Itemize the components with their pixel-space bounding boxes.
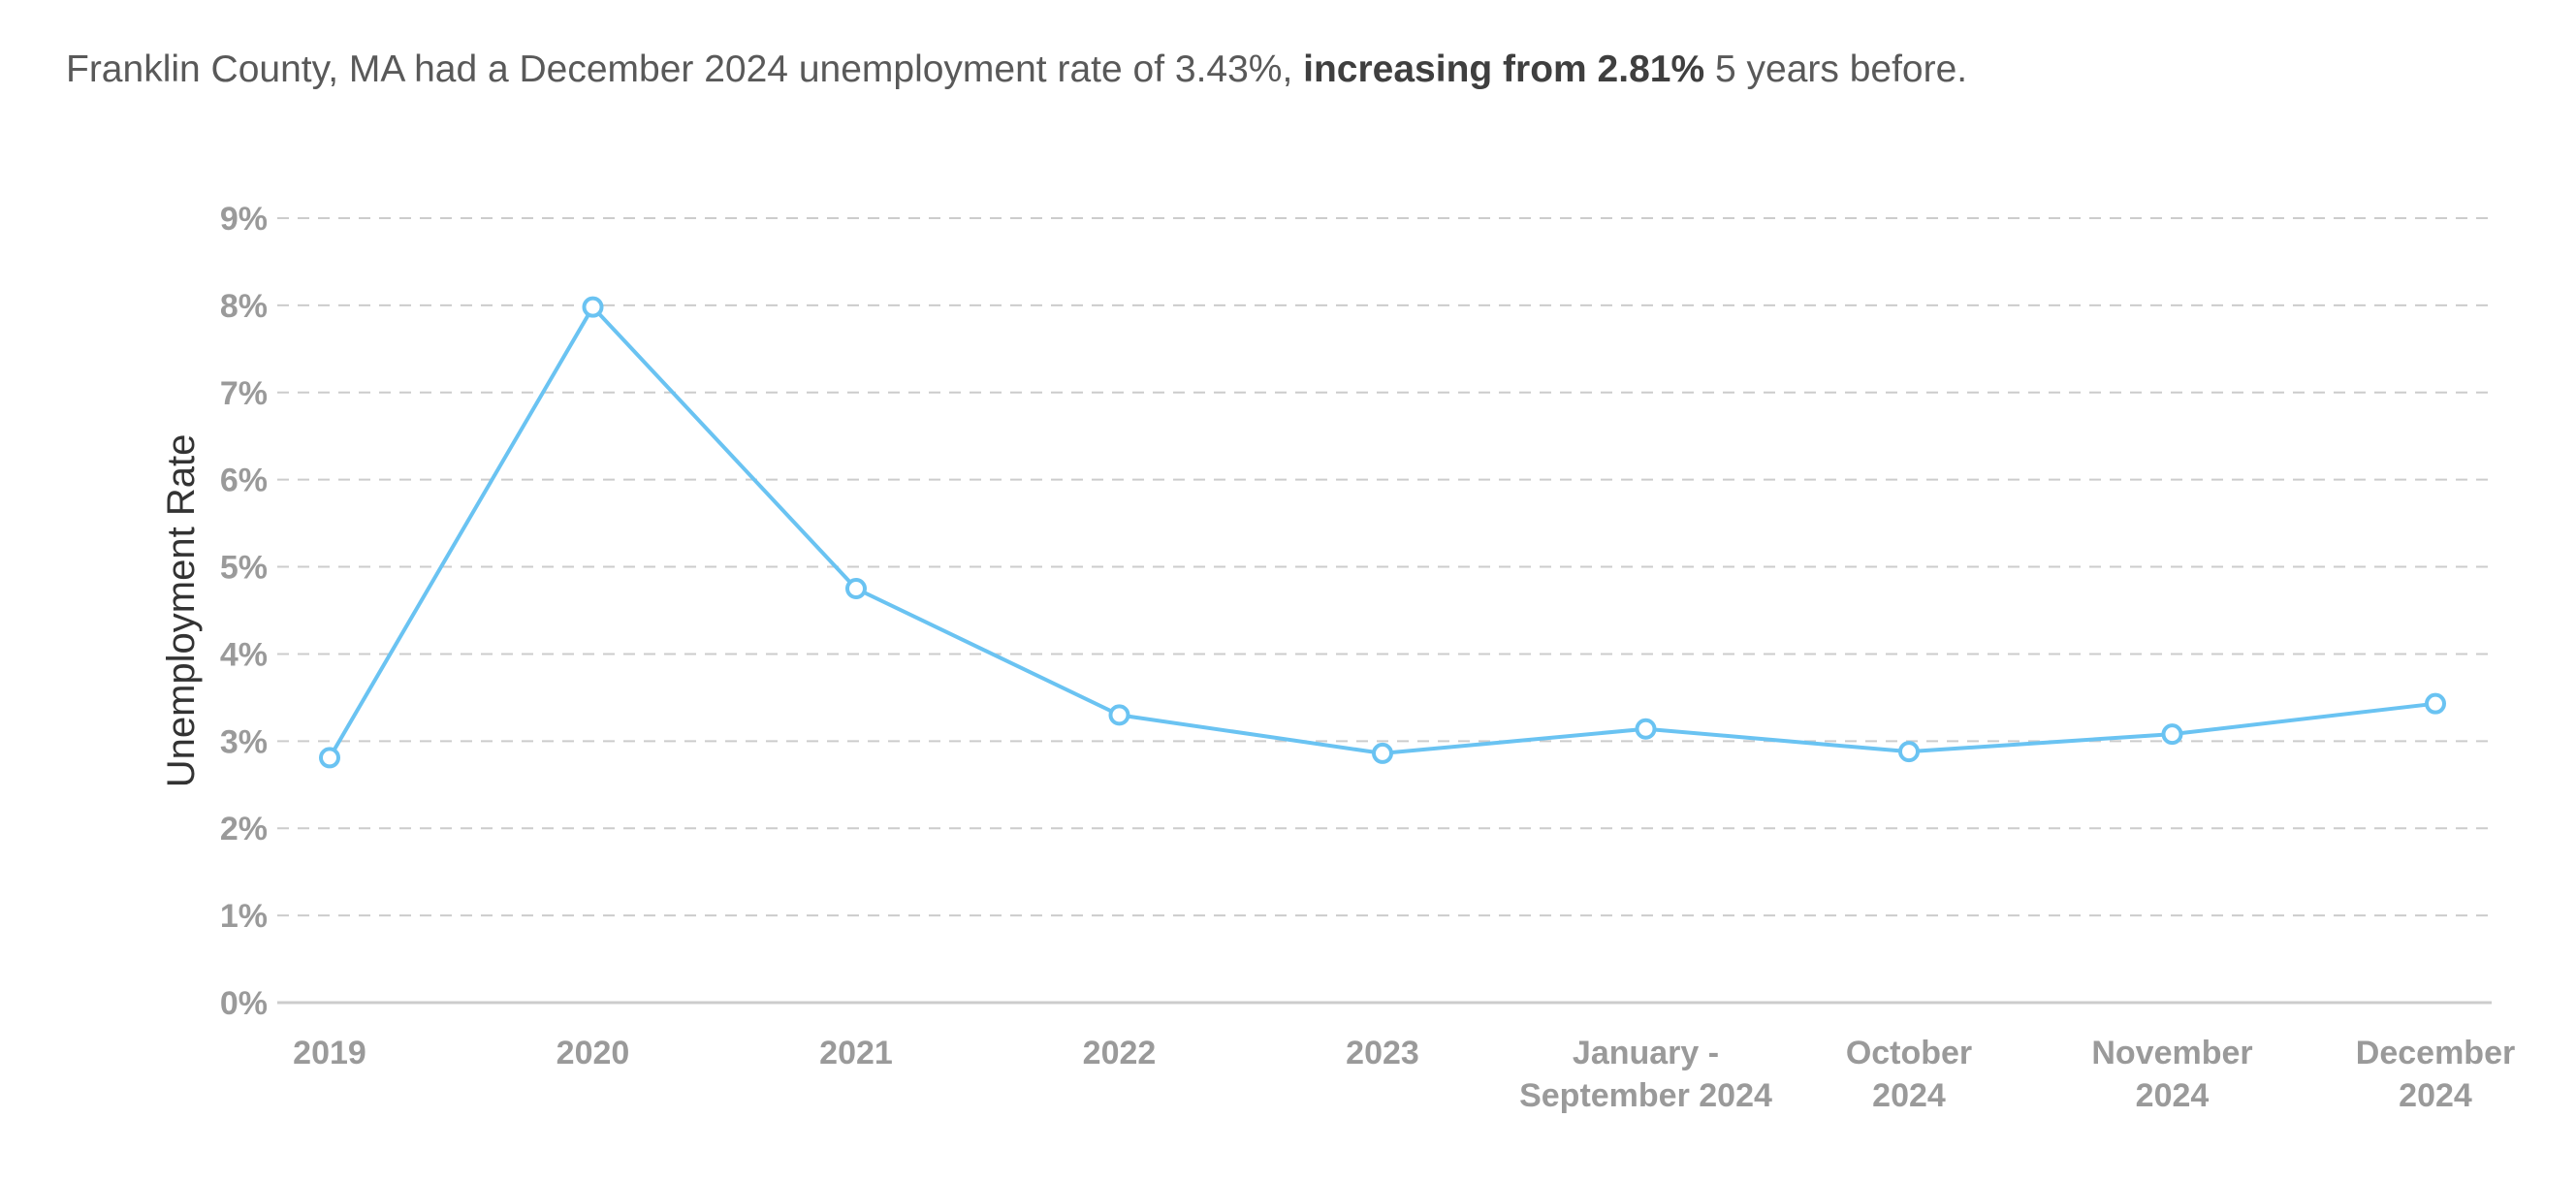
y-axis-ticks: 0% 1% 2% 3% 4% 5% 6% 7% 8% 9% xyxy=(220,201,268,1022)
x-tick-label: 2023 xyxy=(1346,1035,1419,1071)
data-point[interactable] xyxy=(2425,692,2446,715)
y-tick-label: 5% xyxy=(220,550,268,587)
grid-lines xyxy=(277,217,2492,1005)
y-tick-label: 0% xyxy=(220,985,268,1022)
x-tick-label: 2019 xyxy=(293,1035,366,1071)
y-axis-title: Unemployment Rate xyxy=(160,434,203,788)
summary-text-start: Franklin County, MA had a December 2024 … xyxy=(66,48,1304,90)
y-tick-label: 8% xyxy=(220,288,268,325)
data-point[interactable] xyxy=(1635,718,1657,740)
series-unemployment-rate xyxy=(319,296,2446,769)
x-axis-ticks: 2019 2020 2021 2022 2023 January -September 2… xyxy=(293,1035,2515,1114)
data-point[interactable] xyxy=(845,578,867,600)
y-tick-label: 2% xyxy=(220,811,268,847)
data-point[interactable] xyxy=(319,747,340,769)
x-tick-label: January -September 2024 xyxy=(1519,1035,1772,1114)
y-tick-label: 7% xyxy=(220,375,268,412)
data-point[interactable] xyxy=(1898,741,1920,763)
y-tick-label: 9% xyxy=(220,201,268,238)
y-tick-label: 3% xyxy=(220,723,268,760)
summary-highlight: increasing from 2.81% xyxy=(1303,48,1705,90)
data-point[interactable] xyxy=(1372,742,1393,764)
y-tick-label: 4% xyxy=(220,636,268,673)
x-tick-label: 2020 xyxy=(557,1035,630,1071)
y-tick-label: 1% xyxy=(220,898,268,935)
x-tick-label: 2022 xyxy=(1083,1035,1157,1071)
chart-summary-text: Franklin County, MA had a December 2024 … xyxy=(66,47,1967,93)
data-point[interactable] xyxy=(1108,704,1130,726)
x-tick-label: October 2024 xyxy=(1846,1035,1972,1114)
x-tick-label: December 2024 xyxy=(2356,1035,2515,1114)
summary-text-end: 5 years before. xyxy=(1704,48,1968,90)
y-tick-label: 6% xyxy=(220,463,268,499)
x-tick-label: November 2024 xyxy=(2091,1035,2252,1114)
series-line xyxy=(328,304,2436,759)
data-point[interactable] xyxy=(582,296,604,318)
x-tick-label: 2021 xyxy=(819,1035,893,1071)
data-point[interactable] xyxy=(2161,723,2183,746)
